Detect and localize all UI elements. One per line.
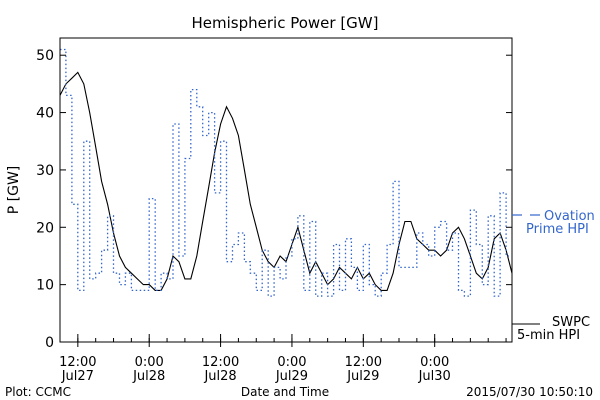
legend-label-swpc-line1: SWPC [552,315,590,330]
legend-label-ovation-line2: Prime HPI [526,222,589,237]
series-layer [59,48,513,297]
y-tick-label: 40 [36,106,54,122]
chart-title: Hemispheric Power [GW] [192,14,379,32]
x-tick-time-label: 0:00 [135,355,164,370]
x-tick-date-label: Jul29 [346,369,379,384]
plot-credit: Plot: CCMC [5,385,71,399]
y-axis-label: P [GW] [6,166,22,215]
x-tick-time-label: 12:00 [59,355,96,370]
x-tick-time-label: 12:00 [202,355,239,370]
y-tick-label: 50 [36,48,54,64]
legend-label-swpc-line2: 5-min HPI [517,328,580,343]
x-tick-date-label: Jul28 [203,369,236,384]
y-tick-label: 10 [36,278,54,294]
x-tick-time-label: 12:00 [345,355,382,370]
x-tick-time-label: 0:00 [277,355,306,370]
series-line [60,48,512,297]
plot-timestamp: 2015/07/30 10:50:10 [466,385,593,399]
plot-frame [59,37,513,343]
y-tick-label: 20 [36,220,54,236]
x-tick-time-label: 0:00 [420,355,449,370]
y-tick-label: 30 [36,163,54,179]
axis-layer: 0102030405012:00Jul270:00Jul2812:00Jul28… [36,48,512,384]
x-tick-date-label: Jul27 [61,369,94,384]
y-tick-label: 0 [45,335,54,351]
x-tick-date-label: Jul29 [275,369,308,384]
legend-label-ovation-line1: Ovation [544,209,595,224]
series-ovation-prime-hpi [60,48,512,297]
x-axis-label: Date and Time [241,385,329,399]
x-tick-date-label: Jul28 [132,369,165,384]
x-tick-date-label: Jul30 [418,369,451,384]
